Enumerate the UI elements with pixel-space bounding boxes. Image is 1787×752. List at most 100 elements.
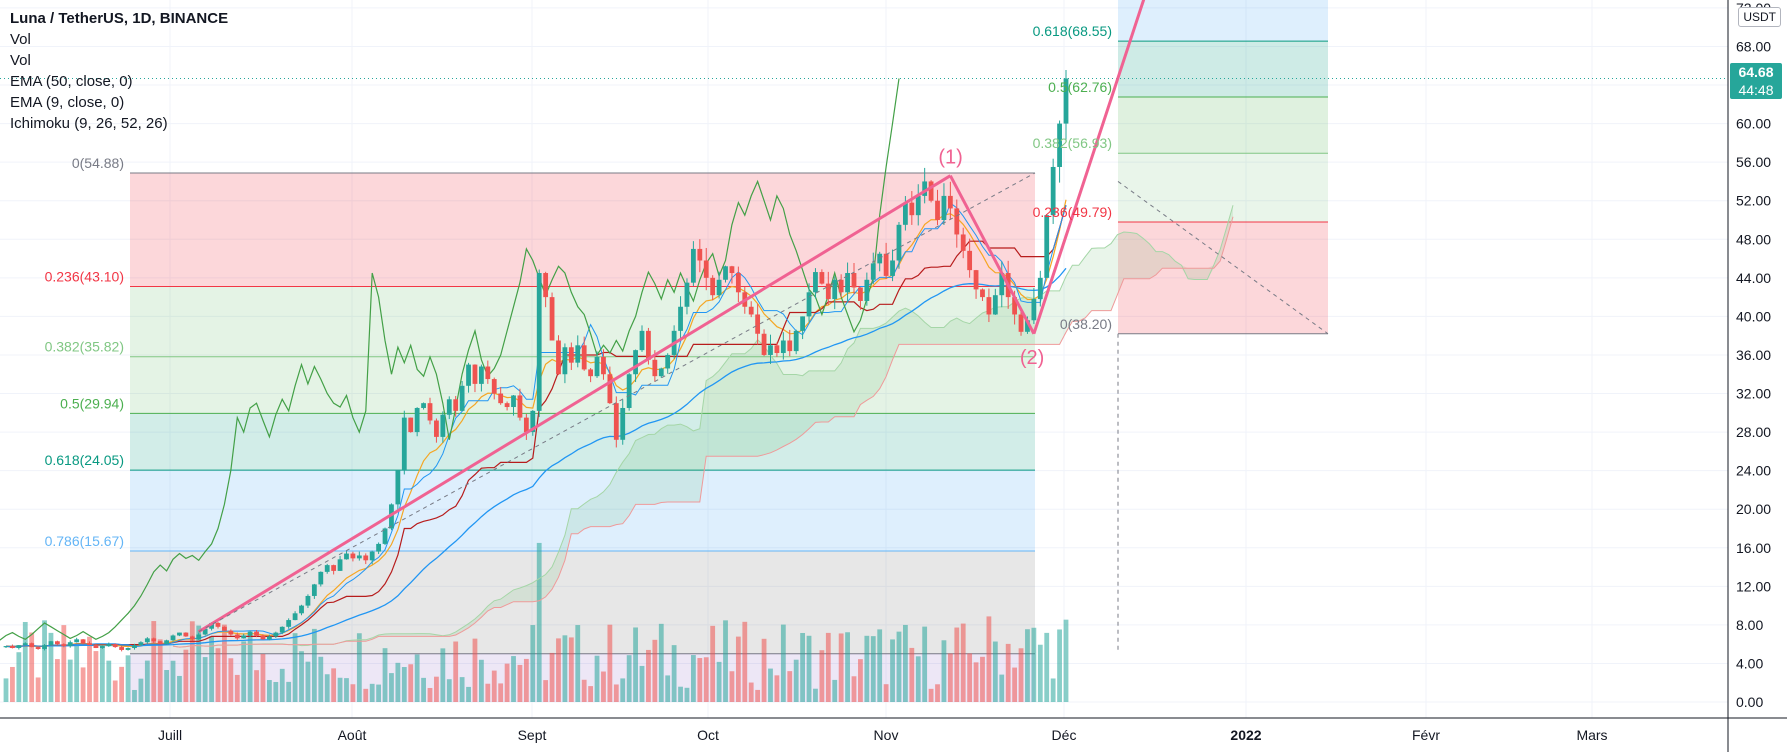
volume-bar [870,636,876,702]
price-tick-label: 44.00 [1736,270,1771,286]
volume-bar [440,648,446,702]
fib-level-label: 0.618(24.05) [45,452,124,468]
volume-bar [491,670,497,702]
volume-bar [838,633,844,702]
candle-body [678,306,683,331]
volume-bar [832,679,838,702]
candle-body [626,374,632,408]
candle-body [575,345,581,363]
candle-body [530,410,536,433]
candle-body [395,470,401,505]
candle-body [549,297,555,341]
volume-bar [806,635,812,702]
trend-line [197,174,952,633]
candle-body [1050,166,1056,216]
symbol-title[interactable]: Luna / TetherUS, 1D, BINANCE [10,10,229,27]
trend-line-down [949,174,1036,335]
volume-bar [941,640,947,702]
volume-bar [157,639,163,702]
volume-bar [3,678,9,702]
candle-body [768,345,773,355]
volume-bar [902,624,908,702]
volume-bar [1057,629,1062,702]
legend-ema50[interactable]: EMA (50, close, 0) [10,73,133,90]
volume-bar [742,621,748,702]
candle-body [478,366,484,384]
candle-body [870,263,876,280]
volume-bar [511,656,516,702]
volume-bar [999,674,1005,702]
volume-bar [562,635,568,702]
volume-bar [819,650,825,702]
volume-bar [48,632,54,702]
volume-bar [967,653,973,702]
time-tick-label: 2022 [1230,727,1261,743]
volume-bar [401,667,407,702]
candle-body [138,642,144,646]
candle-body [1063,78,1069,124]
candle-body [601,356,606,375]
volume-bar [485,683,491,702]
volume-bar [652,639,658,702]
candle-body [858,287,863,301]
price-tick-label: 4.00 [1736,655,1763,671]
legend-vol-2[interactable]: Vol [10,52,31,69]
candle-body [350,553,356,559]
candle-body [74,639,80,643]
fib-labels: 0(54.88) 0.236(43.10) 0.382(35.82) 0.5(29.9… [45,23,1112,549]
candle-body [363,555,369,561]
candle-body [967,250,973,271]
volume-bar [992,641,998,702]
candle-body [453,399,459,411]
volume-bar [1012,667,1018,702]
candle-body [466,364,471,386]
currency-unit[interactable]: USDT [1738,7,1781,27]
volume-bar [170,660,176,702]
candle-body [222,626,227,631]
kijun-line [5,205,1067,648]
candle-body [80,639,86,644]
legend-vol-1[interactable]: Vol [10,31,31,48]
fib-retracement[interactable] [130,172,1035,702]
fib-extension[interactable] [1118,0,1328,335]
ext-level-label: 0.236(49.79) [1033,204,1112,220]
candle-body [517,395,523,418]
volume-bar [331,668,337,702]
candle-body [665,354,671,369]
volume-bar [459,677,465,702]
ext-level-label: 0.382(56.93) [1033,135,1112,151]
volume-bar [189,621,195,702]
wave-label-1: (1) [938,147,962,169]
candle-body [986,297,992,315]
ema50-line [5,267,1067,647]
volume-bar [620,678,626,702]
volume-bar [735,636,741,702]
volume-bar [825,632,831,702]
volume-bar [530,625,536,702]
candle-body [1057,123,1062,167]
volume-bar [498,683,504,702]
volume-bar [35,677,41,702]
drawings[interactable]: (1) (2) [197,0,1329,654]
candle-body [947,195,953,209]
volume-bar [748,682,754,702]
volume-bar [112,680,118,702]
candle-body [151,638,157,642]
candle-body [125,648,131,650]
legend-ichimoku[interactable]: Ichimoku (9, 26, 52, 26) [10,115,168,132]
candle-body [427,403,433,421]
fib-level-label: 0(54.88) [72,155,124,171]
trend-line-projection [1032,0,1146,335]
legend-ema9[interactable]: EMA (9, close, 0) [10,94,125,111]
volume-bar [427,687,433,702]
volume-bar [986,616,992,702]
volume-bar [755,689,761,702]
volume-bar [896,631,902,702]
volume-bar [164,670,170,702]
price-tick-label: 48.00 [1736,231,1771,247]
ext-trend-line [1117,181,1329,335]
volume-bar [260,654,266,702]
price-tick-label: 56.00 [1736,154,1771,170]
volume-bar [22,621,28,702]
